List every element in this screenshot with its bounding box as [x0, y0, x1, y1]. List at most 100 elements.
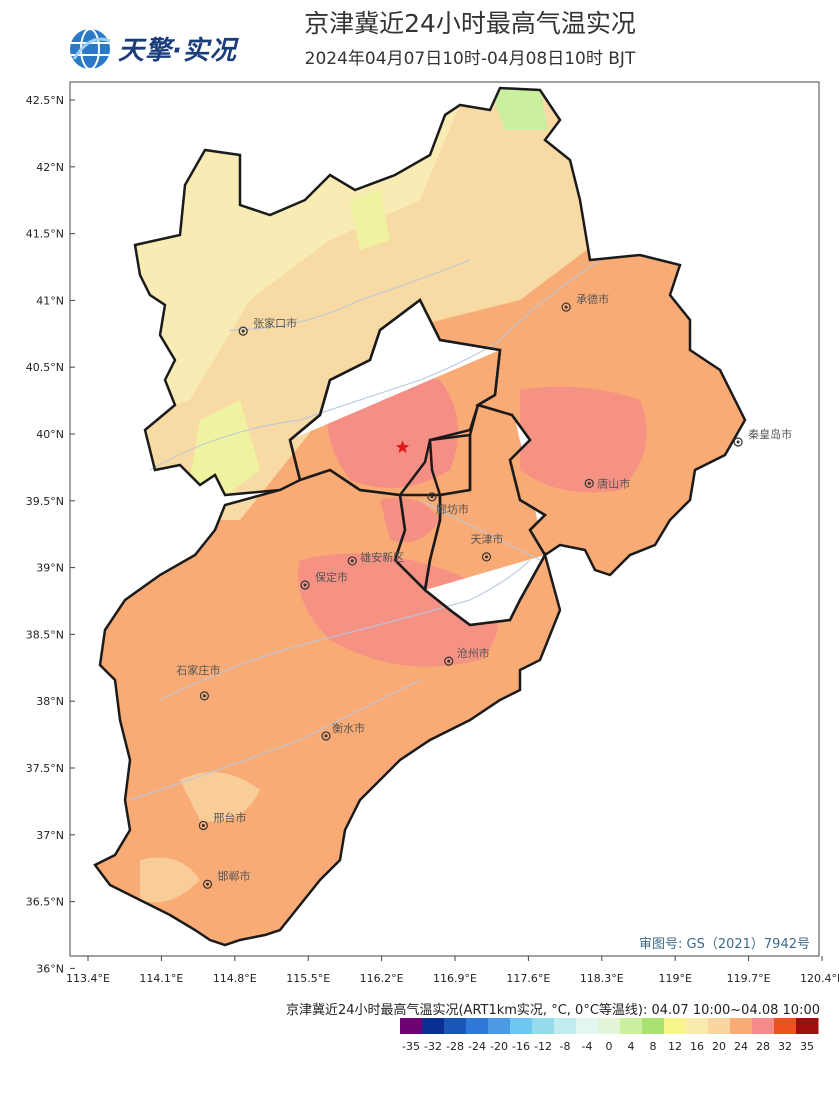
x-tick-label: 120.4°E: [800, 972, 839, 985]
legend-swatch: [532, 1018, 555, 1034]
legend-swatch: [686, 1018, 709, 1034]
y-tick-label: 42°N: [36, 161, 64, 174]
x-tick-label: 116.2°E: [360, 972, 404, 985]
legend-title: 京津冀近24小时最高气温实况(ART1km实况, °C, 0°C等温线): 04…: [285, 1003, 820, 1018]
legend-swatch: [554, 1018, 577, 1034]
y-tick-label: 38°N: [36, 695, 64, 708]
legend-label: -28: [446, 1040, 464, 1053]
y-tick-label: 42.5°N: [26, 94, 64, 107]
y-tick-label: 41.5°N: [26, 228, 64, 241]
brand-name: 天擎·实况: [118, 36, 237, 66]
x-tick-label: 117.6°E: [506, 972, 550, 985]
y-tick-label: 36°N: [36, 962, 64, 975]
legend-label: 0: [606, 1040, 613, 1053]
city-label: 石家庄市: [176, 663, 220, 677]
x-tick-label: 115.5°E: [286, 972, 330, 985]
legend-label: -32: [424, 1040, 442, 1053]
legend-label: 16: [690, 1040, 704, 1053]
legend-swatch: [400, 1018, 423, 1034]
city-label: 廊坊市: [436, 502, 469, 516]
x-tick-label: 114.1°E: [139, 972, 183, 985]
city-marker: 廊坊市: [427, 492, 469, 516]
city-label: 雄安新区: [360, 550, 404, 564]
legend-swatch: [774, 1018, 797, 1034]
legend-swatch: [796, 1018, 819, 1034]
x-tick-label: 119.7°E: [727, 972, 771, 985]
globe-logo-icon: [70, 28, 111, 70]
legend-label: -20: [490, 1040, 508, 1053]
langfang-north-boundary: [428, 433, 472, 497]
legend-swatch: [752, 1018, 775, 1034]
city-label: 衡水市: [332, 721, 365, 735]
legend-label: -4: [582, 1040, 593, 1053]
city-marker: 邢台市: [198, 810, 246, 831]
x-tick-label: 118.3°E: [580, 972, 624, 985]
legend-label: 24: [734, 1040, 748, 1053]
legend-label: 35: [800, 1040, 814, 1053]
legend-swatch: [422, 1018, 445, 1034]
legend-label: -16: [512, 1040, 530, 1053]
y-tick-label: 40°N: [36, 428, 64, 441]
legend-swatch: [642, 1018, 665, 1034]
legend-label: -8: [560, 1040, 571, 1053]
legend-swatch: [708, 1018, 731, 1034]
y-tick-label: 38.5°N: [26, 628, 64, 641]
city-marker: 雄安新区: [347, 550, 404, 566]
hebei-outline: [93, 86, 747, 947]
legend-swatch: [730, 1018, 753, 1034]
langfang-south-boundary: [393, 493, 442, 593]
axis-ticks: [70, 99, 823, 969]
city-marker: 张家口市: [238, 316, 297, 336]
legend-swatch: [576, 1018, 599, 1034]
longitude-labels: 113.4°E 114.1°E 114.8°E 115.5°E 116.2°E 116.9…: [66, 972, 839, 985]
review-number-label: 审图号: GS（2021）7942号: [639, 937, 810, 952]
legend-swatch: [664, 1018, 687, 1034]
legend-swatch: [444, 1018, 467, 1034]
legend-label: 20: [712, 1040, 726, 1053]
city-marker: 天津市: [470, 532, 503, 562]
x-tick-label: 113.4°E: [66, 972, 110, 985]
city-marker: 秦皇岛市: [733, 427, 792, 447]
beijing-boundary: [288, 298, 502, 497]
legend-label: 32: [778, 1040, 792, 1053]
legend-swatch: [488, 1018, 511, 1034]
color-legend: -35 -32 -28 -24 -20 -16 -12 -8 -4 0 4 8 12 16 20 24 28 32…: [400, 1018, 819, 1053]
y-tick-label: 41°N: [36, 294, 64, 307]
city-marker: 保定市: [300, 570, 348, 590]
legend-label: -35: [402, 1040, 420, 1053]
city-label: 秦皇岛市: [748, 427, 792, 441]
legend-label: -12: [534, 1040, 552, 1053]
y-tick-label: 37°N: [36, 829, 64, 842]
city-label: 邢台市: [213, 810, 246, 824]
city-label: 天津市: [470, 532, 503, 546]
x-tick-label: 119°E: [658, 972, 691, 985]
city-marker: 承德市: [561, 292, 609, 312]
legend-swatch: [598, 1018, 621, 1034]
city-marker: 衡水市: [321, 721, 365, 741]
legend-swatch: [510, 1018, 533, 1034]
city-marker: 唐山市: [584, 476, 630, 490]
y-tick-label: 37.5°N: [26, 762, 64, 775]
legend-swatch: [620, 1018, 643, 1034]
capital-star-icon: [395, 440, 410, 453]
city-marker: 沧州市: [444, 646, 490, 666]
y-tick-label: 39.5°N: [26, 495, 64, 508]
city-label: 承德市: [576, 292, 609, 306]
legend-label: -24: [468, 1040, 486, 1053]
city-label: 唐山市: [597, 476, 630, 490]
header: 天擎·实况 京津冀近24小时最高气温实况 2024年04月07日10时-04月0…: [0, 0, 839, 75]
map-subtitle: 2024年04月07日10时-04月08日10时 BJT: [304, 49, 636, 69]
y-tick-label: 39°N: [36, 562, 64, 575]
x-tick-label: 114.8°E: [213, 972, 257, 985]
legend-label: 4: [628, 1040, 635, 1053]
city-markers: 张家口市 承德市秦皇岛市唐山市廊坊市天津市雄安新区保定市沧州市石家庄市衡水市邢台市…: [176, 292, 792, 889]
legend-label: 8: [650, 1040, 657, 1053]
y-tick-label: 40.5°N: [26, 361, 64, 374]
city-label: 张家口市: [253, 316, 297, 330]
rivers: [129, 259, 601, 801]
city-marker: 石家庄市: [176, 663, 220, 701]
y-tick-label: 36.5°N: [26, 896, 64, 909]
latitude-labels: 42.5°N 42°N 41.5°N 41°N 40.5°N 40°N 39.5°N 39°N…: [26, 94, 64, 975]
city-marker: 邯郸市: [202, 869, 251, 889]
